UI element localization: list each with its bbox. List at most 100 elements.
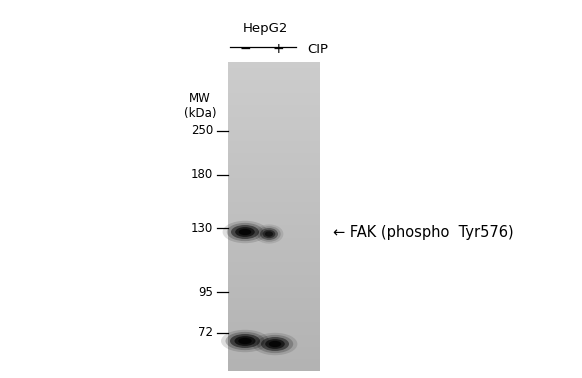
Bar <box>228 162 320 164</box>
Bar <box>228 85 320 87</box>
Bar <box>228 265 320 267</box>
Ellipse shape <box>257 226 281 242</box>
Bar <box>228 257 320 260</box>
Bar <box>228 151 320 153</box>
Bar <box>228 219 320 221</box>
Bar <box>228 301 320 303</box>
Text: 95: 95 <box>198 285 213 299</box>
Bar <box>228 284 320 286</box>
Bar <box>228 290 320 292</box>
Bar <box>228 144 320 146</box>
Bar <box>228 274 320 277</box>
Bar <box>228 199 320 201</box>
Bar <box>228 319 320 321</box>
Bar <box>228 142 320 144</box>
Bar <box>228 187 320 189</box>
Bar <box>228 136 320 138</box>
Bar <box>228 276 320 278</box>
Bar <box>228 165 320 167</box>
Bar <box>228 125 320 127</box>
Bar <box>228 135 320 136</box>
Bar <box>228 77 320 79</box>
Bar <box>228 367 320 369</box>
Bar <box>228 105 320 107</box>
Bar <box>228 118 320 119</box>
Bar <box>228 344 320 346</box>
Bar <box>228 227 320 229</box>
Bar <box>228 148 320 150</box>
Bar <box>228 176 320 178</box>
Bar <box>228 304 320 306</box>
Ellipse shape <box>221 330 269 352</box>
Bar <box>228 194 320 197</box>
Bar <box>228 76 320 78</box>
Bar <box>228 310 320 312</box>
Bar <box>228 224 320 226</box>
Bar <box>228 248 320 250</box>
Bar <box>228 345 320 347</box>
Bar <box>228 133 320 135</box>
Bar <box>228 359 320 361</box>
Bar <box>228 74 320 76</box>
Bar <box>228 277 320 280</box>
Bar <box>228 336 320 338</box>
Bar <box>228 182 320 184</box>
Bar <box>228 332 320 333</box>
Bar <box>228 90 320 92</box>
Ellipse shape <box>253 333 297 355</box>
Text: +: + <box>272 42 284 56</box>
Bar <box>228 339 320 341</box>
Bar <box>228 188 320 190</box>
Bar <box>228 79 320 81</box>
Ellipse shape <box>254 225 283 243</box>
Bar <box>228 198 320 200</box>
Bar <box>228 239 320 241</box>
Bar <box>228 273 320 275</box>
Bar <box>228 234 320 237</box>
Bar <box>228 270 320 272</box>
Bar <box>228 67 320 69</box>
Bar <box>228 191 320 194</box>
Bar <box>228 361 320 363</box>
Bar <box>228 356 320 358</box>
Bar <box>228 318 320 320</box>
Bar <box>228 82 320 84</box>
Text: −: − <box>239 42 251 56</box>
Bar <box>228 355 320 356</box>
Bar <box>228 65 320 67</box>
Bar <box>228 127 320 129</box>
Bar <box>228 128 320 130</box>
Bar <box>228 68 320 70</box>
Bar <box>228 231 320 234</box>
Bar <box>228 87 320 89</box>
Bar <box>228 214 320 217</box>
Bar <box>228 208 320 210</box>
Bar <box>228 328 320 330</box>
Bar <box>228 150 320 152</box>
Bar <box>228 341 320 343</box>
Bar <box>228 225 320 227</box>
Bar <box>228 358 320 360</box>
Ellipse shape <box>235 227 255 237</box>
Bar <box>228 256 320 258</box>
Bar <box>228 153 320 155</box>
Ellipse shape <box>227 223 263 241</box>
Bar <box>228 237 320 240</box>
Bar <box>228 268 320 270</box>
Bar <box>228 261 320 263</box>
Bar <box>228 311 320 313</box>
Bar <box>228 184 320 186</box>
Bar <box>228 250 320 252</box>
Bar <box>228 230 320 232</box>
Text: MW
(kDa): MW (kDa) <box>184 92 217 120</box>
Ellipse shape <box>262 230 275 238</box>
Bar <box>228 342 320 344</box>
Bar <box>228 107 320 109</box>
Bar <box>228 116 320 118</box>
Bar <box>228 119 320 121</box>
Bar <box>228 168 320 170</box>
Bar <box>228 244 320 246</box>
Bar <box>228 98 320 99</box>
Bar <box>228 202 320 204</box>
Bar <box>228 349 320 350</box>
